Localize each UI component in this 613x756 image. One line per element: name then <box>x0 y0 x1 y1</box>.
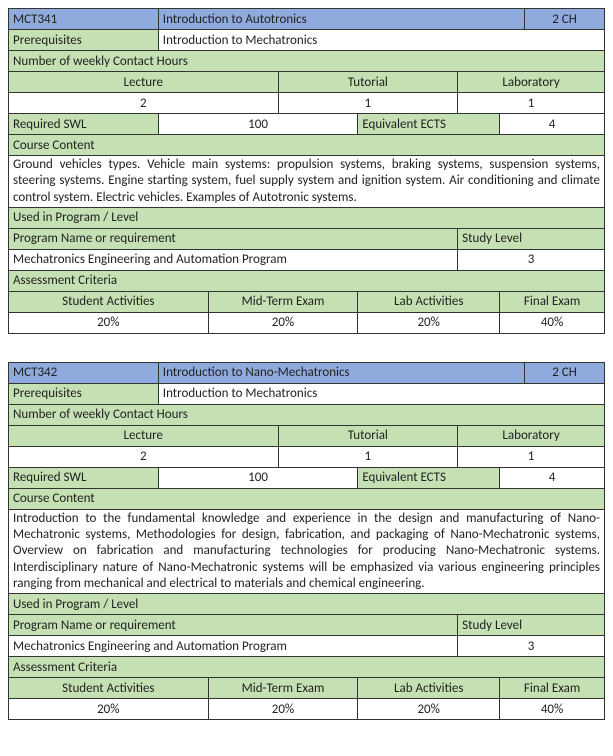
la-value: 20% <box>358 699 500 720</box>
laboratory-value: 1 <box>458 446 605 467</box>
content-text: Introduction to the fundamental knowledg… <box>9 509 605 593</box>
swl-value: 100 <box>158 467 358 488</box>
ects-label: Equivalent ECTS <box>358 467 500 488</box>
program-value: Mechatronics Engineering and Automation … <box>9 636 458 657</box>
laboratory-value: 1 <box>458 93 605 114</box>
course-code: MCT341 <box>9 9 159 30</box>
fe-value: 40% <box>500 312 605 333</box>
mt-value: 20% <box>208 312 358 333</box>
course-code: MCT342 <box>9 362 159 383</box>
lecture-label: Lecture <box>9 72 279 93</box>
used-label: Used in Program / Level <box>9 594 605 615</box>
prereq-value: Introduction to Mechatronics <box>158 383 604 404</box>
course-table-1: MCT341 Introduction to Autotronics 2 CH … <box>8 8 605 334</box>
fe-label: Final Exam <box>500 678 605 699</box>
lecture-value: 2 <box>9 446 279 467</box>
course-title: Introduction to Nano-Mechatronics <box>158 362 524 383</box>
content-text: Ground vehicles types. Vehicle main syst… <box>9 156 605 208</box>
study-label: Study Level <box>458 615 605 636</box>
course-credit: 2 CH <box>525 9 605 30</box>
lecture-label: Lecture <box>9 425 279 446</box>
laboratory-label: Laboratory <box>458 425 605 446</box>
lecture-value: 2 <box>9 93 279 114</box>
ects-value: 4 <box>500 467 605 488</box>
course-credit: 2 CH <box>525 362 605 383</box>
ects-label: Equivalent ECTS <box>358 114 500 135</box>
laboratory-label: Laboratory <box>458 72 605 93</box>
assess-label: Assessment Criteria <box>9 657 605 678</box>
sa-label: Student Activities <box>9 678 209 699</box>
fe-value: 40% <box>500 699 605 720</box>
mt-label: Mid-Term Exam <box>208 678 358 699</box>
course-table-2: MCT342 Introduction to Nano-Mechatronics… <box>8 362 605 720</box>
study-value: 3 <box>458 249 605 270</box>
swl-label: Required SWL <box>9 467 159 488</box>
program-value: Mechatronics Engineering and Automation … <box>9 249 458 270</box>
sa-label: Student Activities <box>9 291 209 312</box>
tutorial-label: Tutorial <box>278 72 458 93</box>
assess-label: Assessment Criteria <box>9 270 605 291</box>
sa-value: 20% <box>9 312 209 333</box>
prereq-label: Prerequisites <box>9 30 159 51</box>
tutorial-value: 1 <box>278 93 458 114</box>
la-value: 20% <box>358 312 500 333</box>
fe-label: Final Exam <box>500 291 605 312</box>
content-label: Course Content <box>9 488 605 509</box>
prereq-label: Prerequisites <box>9 383 159 404</box>
swl-label: Required SWL <box>9 114 159 135</box>
course-title: Introduction to Autotronics <box>158 9 524 30</box>
ects-value: 4 <box>500 114 605 135</box>
tutorial-label: Tutorial <box>278 425 458 446</box>
sa-value: 20% <box>9 699 209 720</box>
la-label: Lab Activities <box>358 291 500 312</box>
contact-hours-label: Number of weekly Contact Hours <box>9 51 605 72</box>
tutorial-value: 1 <box>278 446 458 467</box>
study-label: Study Level <box>458 228 605 249</box>
content-label: Course Content <box>9 135 605 156</box>
la-label: Lab Activities <box>358 678 500 699</box>
contact-hours-label: Number of weekly Contact Hours <box>9 404 605 425</box>
swl-value: 100 <box>158 114 358 135</box>
study-value: 3 <box>458 636 605 657</box>
used-label: Used in Program / Level <box>9 207 605 228</box>
prereq-value: Introduction to Mechatronics <box>158 30 604 51</box>
program-label: Program Name or requirement <box>9 615 458 636</box>
mt-label: Mid-Term Exam <box>208 291 358 312</box>
program-label: Program Name or requirement <box>9 228 458 249</box>
mt-value: 20% <box>208 699 358 720</box>
